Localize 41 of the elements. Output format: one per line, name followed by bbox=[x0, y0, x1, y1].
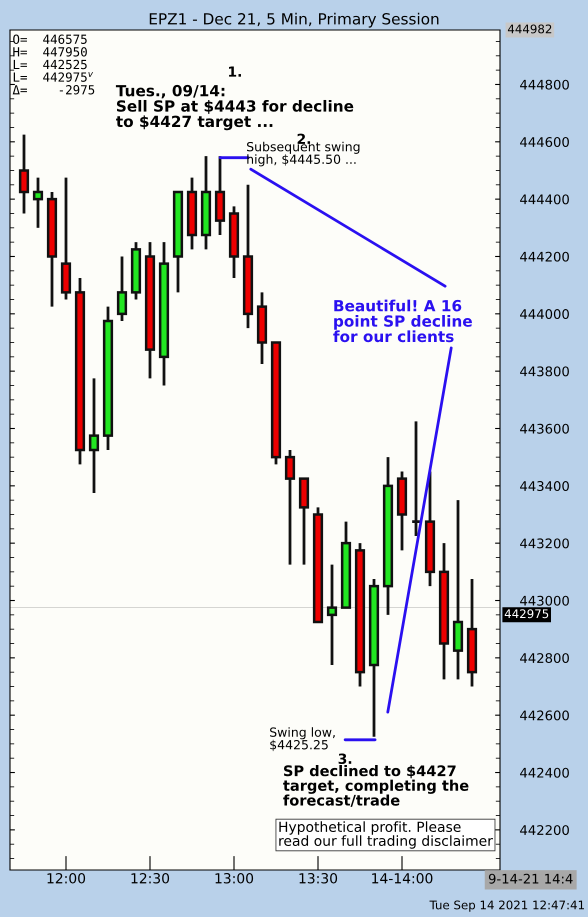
y-tick-label: 443600 bbox=[520, 424, 569, 434]
x-tick-label: 14-14:00 bbox=[372, 873, 432, 884]
y-tick-label: 443200 bbox=[520, 538, 569, 548]
candlestick bbox=[32, 176, 44, 230]
annotation: SP declined to $4427 target, completing the forecast/trade bbox=[283, 765, 468, 807]
ref-line-label: 442975 bbox=[504, 609, 548, 618]
annotation: O= 446575 H= 447950 L= 442525 L= 442975$^{v}$ Δ= -2975 bbox=[12, 34, 94, 95]
y-tick-label: 444800 bbox=[520, 80, 569, 90]
y-tick-label: 444200 bbox=[520, 252, 569, 262]
y-tick-label: 443800 bbox=[520, 366, 569, 376]
y-tick-label: 442400 bbox=[520, 768, 569, 778]
annotation: 3. bbox=[338, 753, 352, 764]
annotation: Hypothetical profit. Please read our full trading disclaimer bbox=[279, 821, 493, 849]
text: 9-14-21 14:4 bbox=[488, 874, 573, 884]
y-tick-label: 442800 bbox=[520, 653, 569, 664]
annotation: Subsequent swing high, $4445.50 ... bbox=[247, 142, 360, 166]
text: 444982 bbox=[508, 24, 552, 34]
y-tick-label: 442600 bbox=[520, 710, 569, 720]
y-tick-label: 444600 bbox=[520, 137, 569, 148]
candlestick bbox=[284, 448, 296, 566]
annotation: Swing low, $4425.25 bbox=[270, 727, 335, 752]
annotation: 2. bbox=[298, 134, 310, 144]
candlestick bbox=[88, 376, 100, 494]
x-tick-label: 13:30 bbox=[300, 873, 338, 884]
y-tick-label: 442200 bbox=[520, 825, 569, 836]
x-tick-label: 12:00 bbox=[48, 873, 86, 884]
annotation: Tues., 09/14: Sell SP at $4443 for decline to $4427 target ... bbox=[116, 84, 354, 130]
y-tick-label: 444400 bbox=[520, 194, 569, 204]
annotation: Beautiful! A 16 point SP decline for our clients bbox=[333, 300, 472, 342]
candlestick bbox=[116, 255, 128, 322]
y-tick-label: 443400 bbox=[520, 481, 569, 492]
x-tick-label: 12:30 bbox=[132, 873, 170, 884]
chart-title: EPZ1 - Dec 21, 5 Min, Primary Session bbox=[150, 12, 438, 28]
candlestick bbox=[326, 563, 338, 666]
y-tick-label: 444000 bbox=[520, 309, 569, 320]
candlestick bbox=[18, 133, 30, 215]
annotation: 1. bbox=[229, 66, 241, 77]
y-tick-label: 443000 bbox=[520, 596, 569, 606]
candlestick bbox=[410, 420, 422, 538]
x-tick-label: 13:00 bbox=[216, 873, 254, 884]
text: Tue Sep 14 2021 12:47:41 bbox=[430, 900, 584, 912]
